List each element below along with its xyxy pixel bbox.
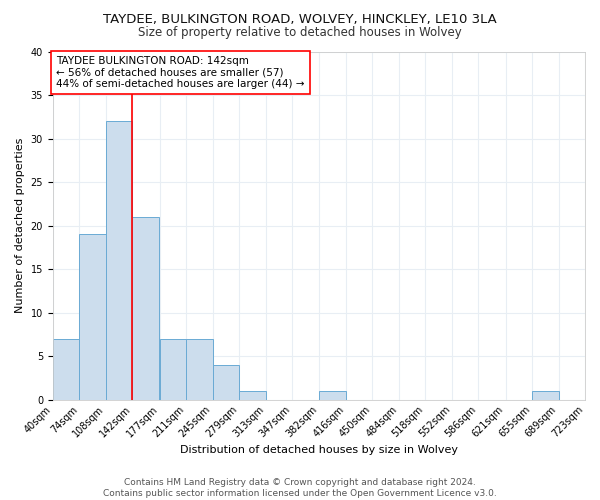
- Bar: [132, 217, 159, 400]
- Bar: [186, 338, 212, 400]
- Bar: [53, 338, 79, 400]
- Bar: [212, 365, 239, 400]
- Bar: [160, 338, 186, 400]
- Y-axis label: Number of detached properties: Number of detached properties: [15, 138, 25, 313]
- Bar: [106, 121, 132, 400]
- Text: Contains HM Land Registry data © Crown copyright and database right 2024.
Contai: Contains HM Land Registry data © Crown c…: [103, 478, 497, 498]
- Text: TAYDEE BULKINGTON ROAD: 142sqm
← 56% of detached houses are smaller (57)
44% of : TAYDEE BULKINGTON ROAD: 142sqm ← 56% of …: [56, 56, 304, 89]
- Bar: [79, 234, 106, 400]
- Bar: [532, 391, 559, 400]
- Bar: [239, 391, 266, 400]
- Bar: [319, 391, 346, 400]
- Text: TAYDEE, BULKINGTON ROAD, WOLVEY, HINCKLEY, LE10 3LA: TAYDEE, BULKINGTON ROAD, WOLVEY, HINCKLE…: [103, 12, 497, 26]
- X-axis label: Distribution of detached houses by size in Wolvey: Distribution of detached houses by size …: [180, 445, 458, 455]
- Text: Size of property relative to detached houses in Wolvey: Size of property relative to detached ho…: [138, 26, 462, 39]
